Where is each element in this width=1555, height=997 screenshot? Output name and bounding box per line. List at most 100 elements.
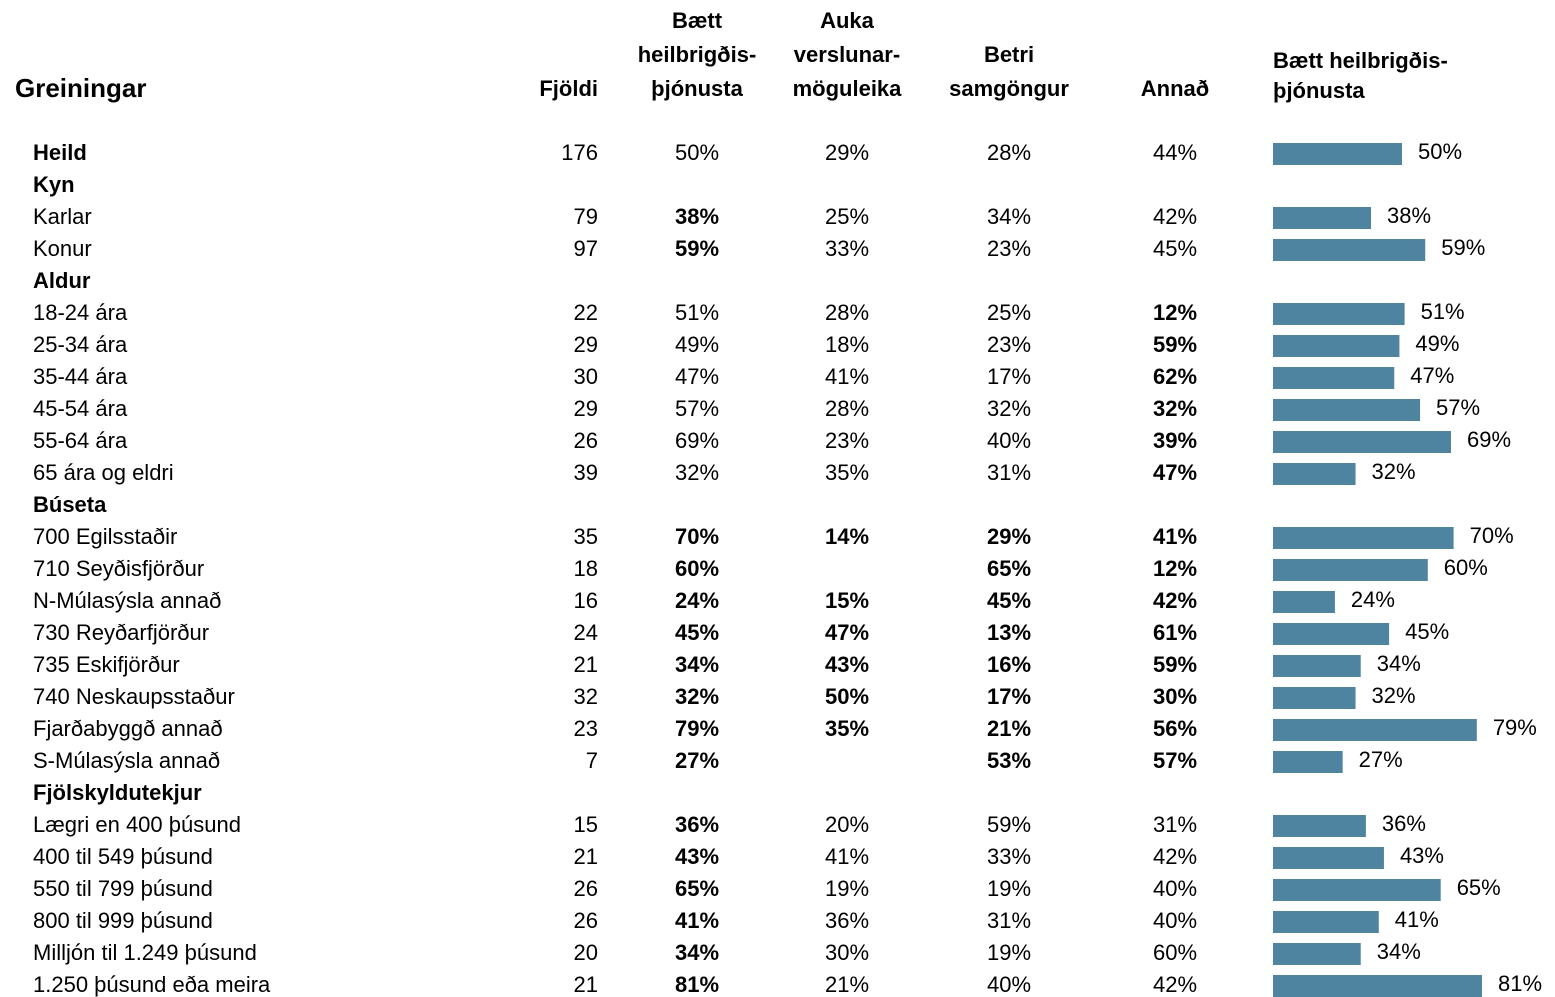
percent-cell: 47%: [1153, 460, 1197, 485]
row-label: Milljón til 1.249 þúsund: [33, 940, 257, 965]
percent-cell: 45%: [987, 588, 1031, 613]
bar-label: 32%: [1372, 459, 1416, 484]
percent-cell: 41%: [825, 364, 869, 389]
count: 20: [574, 940, 598, 965]
percent-cell: 40%: [1153, 908, 1197, 933]
row-label: S-Múlasýsla annað: [33, 748, 220, 773]
row-label: 740 Neskaupsstaður: [33, 684, 235, 709]
percent-cell: 61%: [1153, 620, 1197, 645]
bar: [1273, 527, 1454, 549]
group-label: Búseta: [33, 492, 107, 517]
bar: [1273, 463, 1356, 485]
row-label: 700 Egilsstaðir: [33, 524, 177, 549]
percent-cell: 40%: [987, 972, 1031, 997]
row-label: 45-54 ára: [33, 396, 128, 421]
percent-cell: 23%: [987, 332, 1031, 357]
count: 26: [574, 428, 598, 453]
percent-cell: 53%: [987, 748, 1031, 773]
percent-cell: 43%: [825, 652, 869, 677]
count: 18: [574, 556, 598, 581]
count: 23: [574, 716, 598, 741]
bar: [1273, 943, 1361, 965]
percent-cell: 41%: [825, 844, 869, 869]
column-header: verslunar-: [794, 42, 900, 67]
count: 35: [574, 524, 598, 549]
row-label: 55-64 ára: [33, 428, 128, 453]
percent-cell: 40%: [987, 428, 1031, 453]
percent-cell: 57%: [1153, 748, 1197, 773]
percent-cell: 34%: [675, 652, 719, 677]
column-header: Annað: [1141, 76, 1209, 101]
percent-cell: 31%: [987, 908, 1031, 933]
row-label: 730 Reyðarfjörður: [33, 620, 209, 645]
row-label: Fjarðabyggð annað: [33, 716, 223, 741]
count: 7: [586, 748, 598, 773]
count: 97: [574, 236, 598, 261]
percent-cell: 29%: [825, 140, 869, 165]
percent-cell: 23%: [987, 236, 1031, 261]
column-header: samgöngur: [949, 76, 1069, 101]
percent-cell: 18%: [825, 332, 869, 357]
row-label: 18-24 ára: [33, 300, 128, 325]
percent-cell: 42%: [1153, 844, 1197, 869]
percent-cell: 65%: [675, 876, 719, 901]
percent-cell: 59%: [675, 236, 719, 261]
percent-cell: 33%: [987, 844, 1031, 869]
row-label: 800 til 999 þúsund: [33, 908, 213, 933]
count: 79: [574, 204, 598, 229]
count: 176: [561, 140, 598, 165]
percent-cell: 12%: [1153, 556, 1197, 581]
bar: [1273, 207, 1372, 229]
row-label: Karlar: [33, 204, 92, 229]
percent-cell: 20%: [825, 812, 869, 837]
count: 21: [574, 844, 598, 869]
row-label: Konur: [33, 236, 92, 261]
percent-cell: 28%: [987, 140, 1031, 165]
percent-cell: 32%: [675, 684, 719, 709]
percent-cell: 27%: [675, 748, 719, 773]
percent-cell: 60%: [1153, 940, 1197, 965]
bar-label: 50%: [1418, 139, 1462, 164]
bar-label: 36%: [1382, 811, 1426, 836]
percent-cell: 51%: [675, 300, 719, 325]
bar: [1273, 655, 1361, 677]
percent-cell: 21%: [987, 716, 1031, 741]
percent-cell: 47%: [675, 364, 719, 389]
column-header: möguleika: [793, 76, 903, 101]
bar-label: 38%: [1387, 203, 1431, 228]
percent-cell: 81%: [675, 972, 719, 997]
percent-cell: 32%: [1153, 396, 1197, 421]
group-label: Fjölskyldutekjur: [33, 780, 202, 805]
bar-label: 65%: [1457, 875, 1501, 900]
bar: [1273, 975, 1482, 997]
percent-cell: 32%: [987, 396, 1031, 421]
bar: [1273, 367, 1395, 389]
bar-label: 32%: [1372, 683, 1416, 708]
row-label: Heild: [33, 140, 87, 165]
row-label: Lægri en 400 þúsund: [33, 812, 241, 837]
percent-cell: 70%: [675, 524, 719, 549]
bar: [1273, 399, 1421, 421]
bar: [1273, 815, 1366, 837]
count: 26: [574, 876, 598, 901]
bar: [1273, 623, 1390, 645]
bar-label: 60%: [1444, 555, 1488, 580]
percent-cell: 60%: [675, 556, 719, 581]
percent-cell: 47%: [825, 620, 869, 645]
percent-cell: 28%: [825, 396, 869, 421]
count: 15: [574, 812, 598, 837]
percent-cell: 35%: [825, 716, 869, 741]
percent-cell: 50%: [675, 140, 719, 165]
bar-label: 81%: [1498, 971, 1542, 996]
bar: [1273, 559, 1428, 581]
percent-cell: 38%: [675, 204, 719, 229]
column-header: þjónusta: [651, 76, 743, 101]
percent-cell: 42%: [1153, 972, 1197, 997]
count: 24: [574, 620, 598, 645]
percent-cell: 43%: [675, 844, 719, 869]
bar: [1273, 143, 1402, 165]
count: 32: [574, 684, 598, 709]
percent-cell: 69%: [675, 428, 719, 453]
percent-cell: 30%: [825, 940, 869, 965]
